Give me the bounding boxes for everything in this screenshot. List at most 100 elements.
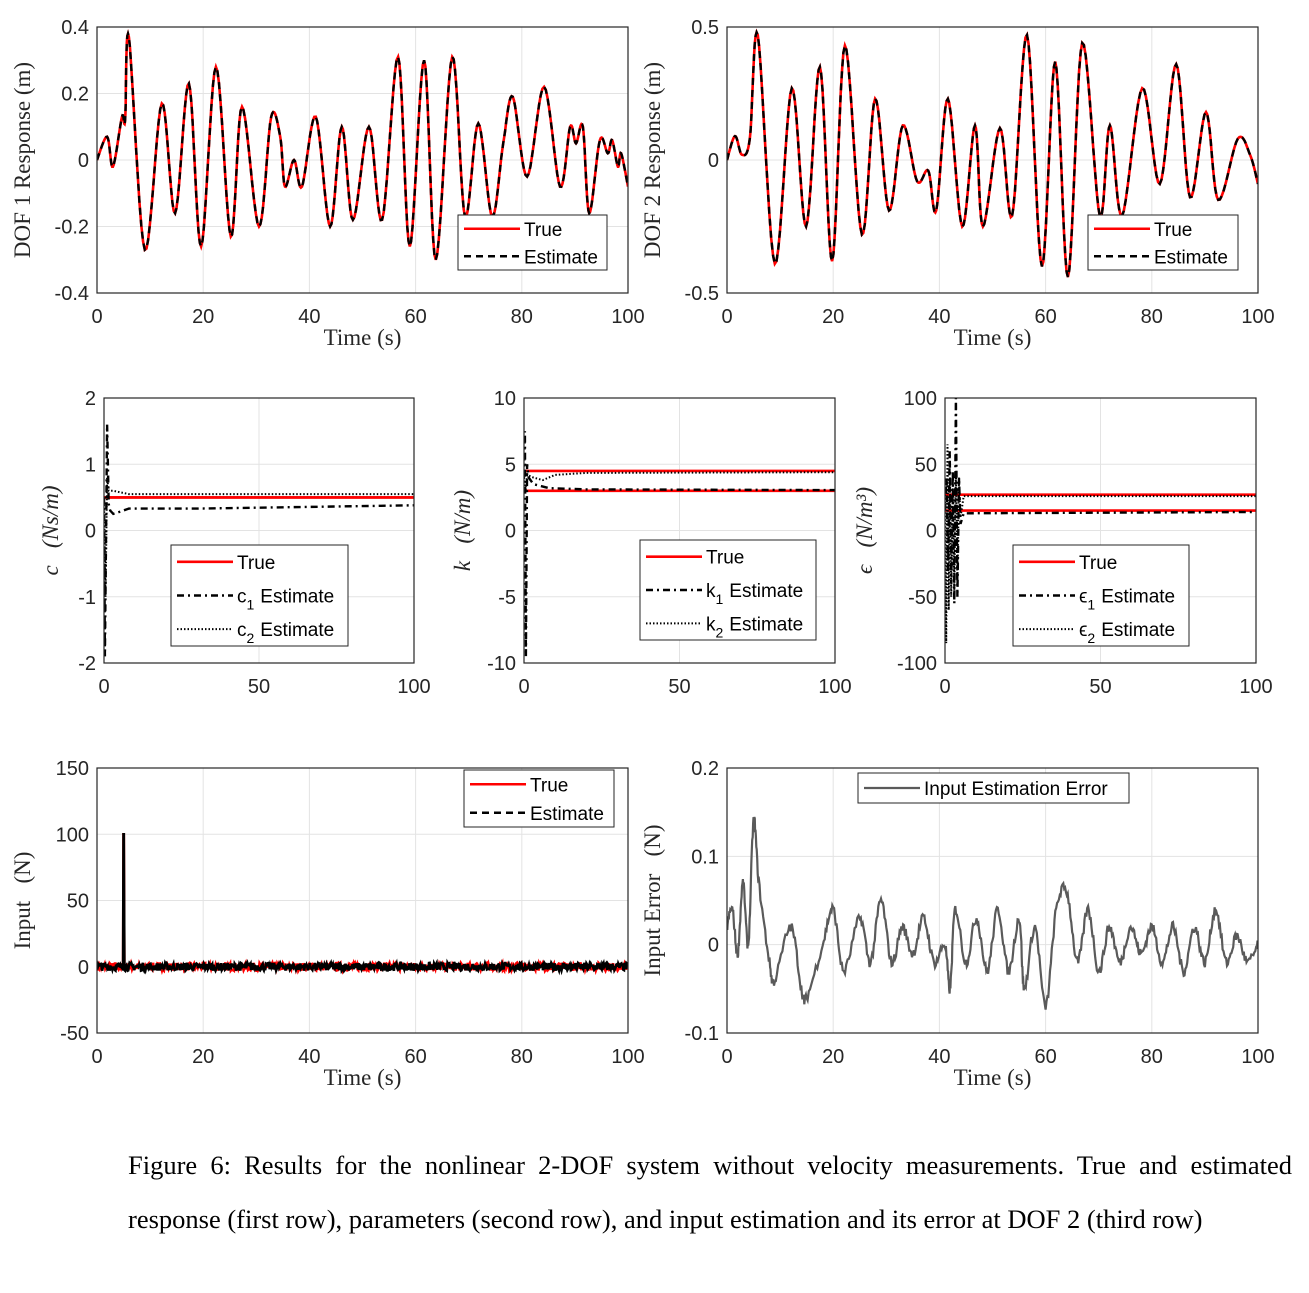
y-tick-label: -0.5 — [685, 283, 719, 305]
y-tick-label: 0.2 — [61, 84, 89, 106]
legend: True Estimate — [457, 214, 608, 271]
y-tick-label: -2 — [78, 653, 96, 675]
x-tick-label: 0 — [721, 1046, 732, 1068]
x-tick-label: 80 — [1141, 306, 1163, 328]
y-tick-label: 0 — [85, 521, 96, 543]
legend-label: True — [1154, 220, 1192, 241]
legend-label: Estimate — [524, 247, 598, 268]
axes-frame — [96, 767, 629, 1034]
chart-eps: 0 50 100 -100 -50 0 50 100 ϵ (N/m³) True ϵ1 Estimat… — [852, 388, 1273, 698]
legend-subscript: 1 — [247, 597, 255, 613]
x-tick-label: 20 — [822, 1046, 844, 1068]
x-tick-label: 100 — [1241, 1046, 1274, 1068]
x-tick-label: 50 — [1089, 676, 1111, 698]
series-group — [104, 424, 414, 657]
legend-box — [1087, 214, 1239, 271]
legend-label: k2 Estimate — [706, 614, 803, 640]
legend-subscript: 1 — [1087, 597, 1095, 613]
legend: Input Estimation Error — [857, 772, 1130, 804]
x-tick-label: 40 — [298, 1046, 320, 1068]
y-tick-label: 0.2 — [691, 758, 719, 780]
legend-subscript: 2 — [716, 624, 724, 640]
x-tick-label: 80 — [511, 1046, 533, 1068]
x-axis-label: Time (s) — [324, 325, 402, 350]
legend-label: Estimate — [1154, 247, 1228, 268]
y-tick-label: 10 — [494, 388, 516, 410]
x-tick-label: 0 — [91, 306, 102, 328]
axes-frame — [96, 26, 629, 294]
y-tick-label: 0 — [78, 150, 89, 172]
y-axis-label: DOF 2 Response (m) — [640, 62, 665, 258]
legend-subscript: 2 — [1087, 630, 1095, 646]
legend-box — [463, 769, 615, 828]
axes-frame — [103, 397, 415, 664]
x-axis-label: Time (s) — [954, 325, 1032, 350]
legend-estimate-word: Estimate — [729, 581, 803, 602]
estimate-line — [524, 471, 835, 491]
y-tick-label: 0 — [926, 521, 937, 543]
x-axis-label: Time (s) — [324, 1065, 402, 1090]
y-tick-label: 2 — [85, 388, 96, 410]
y-tick-label: 100 — [904, 388, 937, 410]
legend: True Estimate — [1087, 214, 1239, 271]
y-axis-label: k (N/m) — [450, 490, 475, 571]
x-tick-label: 0 — [98, 676, 109, 698]
x-tick-label: 40 — [928, 1046, 950, 1068]
x-tick-label: 50 — [248, 676, 270, 698]
x-tick-label: 100 — [611, 306, 644, 328]
legend-estimate-word: Estimate — [260, 620, 334, 641]
x-tick-label: 0 — [939, 676, 950, 698]
x-tick-label: 20 — [192, 1046, 214, 1068]
chart-dof1: 0 20 40 60 80 100 -0.4 -0.2 0 0.2 0.4 Time (s) DOF 1… — [10, 17, 645, 350]
estimate-line — [524, 431, 835, 657]
y-tick-label: -0.4 — [55, 283, 89, 305]
y-tick-label: -1 — [78, 587, 96, 609]
axes-frame — [523, 397, 836, 664]
plot-area — [727, 768, 1258, 1033]
x-tick-label: 20 — [192, 306, 214, 328]
legend-estimate-word: Estimate — [260, 587, 334, 608]
x-tick-label: 100 — [397, 676, 430, 698]
y-tick-label: 150 — [56, 758, 89, 780]
axes-frame — [726, 767, 1259, 1034]
y-tick-label: 0.1 — [691, 846, 719, 868]
y-tick-label: -100 — [897, 653, 937, 675]
y-tick-label: 0.4 — [61, 17, 89, 39]
legend-symbol: k — [706, 614, 716, 635]
legend-label: True — [237, 553, 275, 574]
x-tick-label: 20 — [822, 306, 844, 328]
legend-label: True — [706, 548, 744, 569]
y-tick-label: -0.2 — [55, 217, 89, 239]
x-tick-label: 100 — [1239, 676, 1272, 698]
y-axis-label: Input Error (N) — [640, 824, 665, 976]
legend-label: True — [530, 775, 568, 796]
legend-symbol: k — [706, 581, 716, 602]
y-tick-label: 0 — [708, 150, 719, 172]
estimate-line — [104, 477, 414, 597]
y-tick-label: 0 — [78, 957, 89, 979]
legend-label: c2 Estimate — [237, 620, 334, 646]
legend-symbol: c — [237, 587, 247, 608]
series-group — [524, 431, 835, 657]
x-tick-label: 40 — [298, 306, 320, 328]
legend-estimate-word: Estimate — [1101, 587, 1175, 608]
legend-subscript: 2 — [247, 630, 255, 646]
legend-symbol: ϵ — [1079, 620, 1087, 641]
x-tick-label: 80 — [511, 306, 533, 328]
x-axis-label: Time (s) — [954, 1065, 1032, 1090]
x-tick-label: 60 — [1034, 306, 1056, 328]
x-tick-label: 60 — [404, 1046, 426, 1068]
legend-label: True — [1079, 553, 1117, 574]
axes-frame — [726, 26, 1259, 294]
y-axis-label: ϵ (N/m³) — [852, 487, 877, 574]
x-tick-label: 80 — [1141, 1046, 1163, 1068]
legend-symbol: ϵ — [1079, 587, 1087, 608]
